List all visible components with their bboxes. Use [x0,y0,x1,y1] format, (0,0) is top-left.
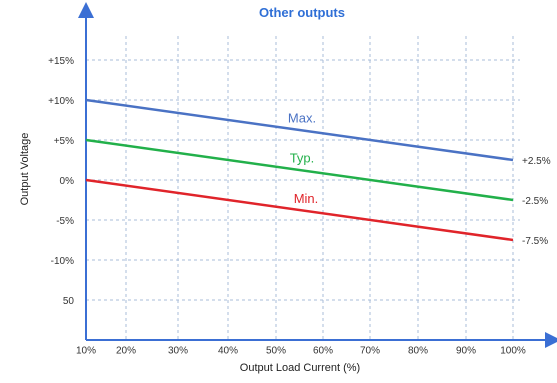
series-end-label: -2.5% [522,196,548,207]
series-end-label: +2.5% [522,156,551,167]
series-name-label: Max. [288,110,316,125]
y-tick-labels: +15% +10% +5% 0% -5% -10% 50 [48,56,74,307]
series-line [85,178,514,242]
y-tick-label: -10% [51,256,74,267]
x-axis-label: Output Load Current (%) [240,362,360,374]
y-axis-label: Output Voltage [19,133,31,206]
x-tick-label: 10% [76,345,96,356]
x-tick-label: 60% [313,345,333,356]
series-name-label: Min. [294,191,319,206]
series-labels: Max. +2.5% Typ. -2.5% Min. -7.5% [288,110,551,247]
x-tick-label: 70% [360,345,380,356]
y-tick-label: 50 [63,296,75,307]
y-tick-label: +5% [54,136,74,147]
y-tick-label: -5% [56,216,74,227]
x-tick-label: 30% [168,345,188,356]
y-tick-label: 0% [60,176,75,187]
x-tick-label: 100% [500,345,526,356]
x-tick-label: 90% [456,345,476,356]
series-name-label: Typ. [290,150,315,165]
y-tick-label: +10% [48,96,74,107]
y-tick-label: +15% [48,56,74,67]
chart-title: Other outputs [259,5,345,20]
series-line [85,98,514,162]
axes [78,2,557,348]
x-tick-label: 40% [218,345,238,356]
x-tick-label: 20% [116,345,136,356]
series-end-label: -7.5% [522,236,548,247]
x-tick-label: 50% [266,345,286,356]
series-lines [85,98,514,242]
grid [86,36,520,340]
x-tick-labels: 10% 20% 30% 40% 50% 60% 70% 80% 90% 100% [76,345,526,356]
series-line [85,138,514,202]
x-tick-label: 80% [408,345,428,356]
